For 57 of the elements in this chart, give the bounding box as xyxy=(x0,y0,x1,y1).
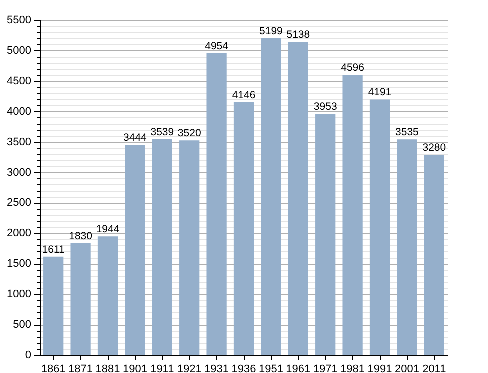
data-label: 4146 xyxy=(232,89,256,102)
bar xyxy=(316,114,336,355)
data-label: 3444 xyxy=(124,132,148,144)
data-label: 4954 xyxy=(205,40,229,52)
data-label: 4596 xyxy=(341,62,365,74)
bar xyxy=(342,75,363,355)
x-tick-label: 1971 xyxy=(313,364,338,373)
x-tick-label: 1991 xyxy=(368,364,392,373)
y-tick-label: 0 xyxy=(25,350,32,362)
x-tick-label: 1861 xyxy=(41,364,66,373)
x-tick-label: 1931 xyxy=(204,364,230,373)
y-tick-label: 5000 xyxy=(7,44,32,57)
data-label: 5199 xyxy=(260,25,284,38)
y-tick-label: 2500 xyxy=(7,197,32,210)
bar xyxy=(397,140,418,355)
y-tick-label: 500 xyxy=(13,319,32,332)
x-tick-label: 1981 xyxy=(340,364,366,373)
x-tick-label: 1911 xyxy=(150,364,174,373)
x-tick-label: 1871 xyxy=(68,364,94,373)
data-label: 3535 xyxy=(396,126,420,139)
x-tick-label: 1881 xyxy=(96,364,120,373)
data-label: 1830 xyxy=(69,230,93,243)
bar xyxy=(234,102,254,355)
bar xyxy=(125,145,146,355)
data-label: 1944 xyxy=(96,224,120,236)
y-tick-label: 2000 xyxy=(7,228,32,240)
y-tick-label: 3500 xyxy=(7,136,32,148)
x-tick-label: 1936 xyxy=(232,364,256,373)
y-tick-label: 1500 xyxy=(7,258,32,270)
x-tick-label: 2011 xyxy=(422,364,446,373)
bar xyxy=(44,256,64,355)
bar xyxy=(180,140,200,355)
bar xyxy=(70,244,91,355)
data-label: 4191 xyxy=(368,86,392,99)
bar xyxy=(152,139,172,355)
data-label: 3280 xyxy=(422,142,446,154)
data-label: 1611 xyxy=(42,244,66,256)
bar xyxy=(424,155,444,355)
y-tick-label: 5500 xyxy=(7,14,32,26)
bar xyxy=(206,53,227,355)
x-tick-label: 1921 xyxy=(177,364,202,373)
y-tick-label: 4000 xyxy=(7,106,32,118)
data-label: 5138 xyxy=(286,29,310,42)
bar xyxy=(370,100,390,355)
data-label: 3953 xyxy=(314,101,338,114)
bar xyxy=(288,42,308,355)
x-tick-label: 1951 xyxy=(258,364,284,373)
bar xyxy=(261,38,282,355)
y-tick-label: 3000 xyxy=(7,166,32,179)
data-label: 3520 xyxy=(178,128,202,140)
bar xyxy=(98,236,118,355)
data-label: 3539 xyxy=(150,126,174,138)
x-tick-label: 2001 xyxy=(394,364,420,373)
x-tick-label: 1961 xyxy=(286,364,311,373)
y-tick-label: 1000 xyxy=(7,288,32,301)
x-tick-label: 1901 xyxy=(122,364,148,373)
y-tick-label: 4500 xyxy=(7,75,32,88)
